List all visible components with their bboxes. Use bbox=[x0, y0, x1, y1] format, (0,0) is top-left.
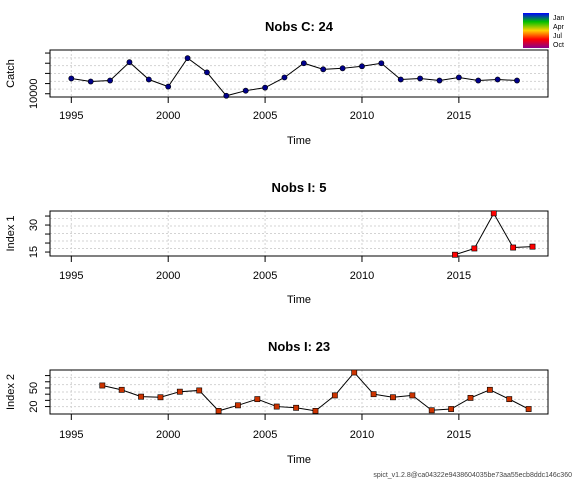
grid-catch bbox=[50, 50, 548, 97]
data-point-index2-6 bbox=[215, 408, 222, 414]
data-point-catch-22 bbox=[494, 76, 501, 83]
panel-catch: Nobs C: 24 1995 2000 2005 2010 2015 10000 Time C… bbox=[5, 19, 549, 147]
data-point-catch-1 bbox=[87, 78, 94, 85]
data-point-index2-12 bbox=[331, 392, 338, 399]
data-point-index1-2 bbox=[490, 210, 497, 217]
data-point-catch-11 bbox=[281, 74, 288, 81]
xtick-label-index2-1: 2000 bbox=[156, 429, 180, 441]
xtick-label-index1-3: 2010 bbox=[350, 270, 374, 282]
data-point-index1-1 bbox=[471, 245, 478, 252]
xtick-label-catch-0: 1995 bbox=[59, 110, 83, 122]
data-point-catch-21 bbox=[475, 77, 482, 84]
xtick-label-catch-4: 2015 bbox=[447, 110, 471, 122]
panel-title-index1: Nobs I: 5 bbox=[272, 180, 327, 195]
data-point-catch-4 bbox=[145, 76, 152, 83]
data-point-index2-15 bbox=[390, 394, 396, 401]
data-point-index2-14 bbox=[370, 391, 377, 398]
data-point-index2-22 bbox=[525, 406, 532, 412]
ylabel-index2: Index 2 bbox=[5, 374, 17, 410]
plot-frame-index2 bbox=[49, 369, 549, 415]
ytick-label-index1-0: 15 bbox=[28, 246, 40, 258]
data-point-catch-19 bbox=[436, 77, 443, 84]
month-legend: Jan Apr Jul Oct bbox=[523, 13, 565, 49]
data-point-index1-0 bbox=[452, 251, 458, 258]
data-point-index2-16 bbox=[409, 392, 416, 399]
data-point-catch-0 bbox=[68, 75, 75, 82]
data-point-catch-9 bbox=[242, 87, 249, 94]
xtick-label-index2-0: 1995 bbox=[59, 429, 83, 441]
data-point-index2-20 bbox=[486, 386, 493, 393]
panel-index2: Nobs I: 23 1995 2000 2005 2010 2015 20 50 Time In… bbox=[5, 339, 549, 466]
data-point-index2-9 bbox=[273, 403, 280, 410]
data-point-index2-2 bbox=[138, 393, 144, 400]
data-point-index2-5 bbox=[196, 387, 203, 394]
data-point-catch-6 bbox=[184, 55, 191, 62]
data-point-index2-18 bbox=[448, 406, 455, 412]
legend-label-oct: Oct bbox=[553, 42, 564, 49]
data-point-index2-8 bbox=[254, 396, 261, 403]
xlabel-catch: Time bbox=[287, 135, 311, 147]
data-point-index2-0 bbox=[99, 382, 106, 389]
series-line-catch bbox=[71, 57, 518, 97]
xtick-label-catch-2: 2005 bbox=[253, 110, 277, 122]
footer-version: spict_v1.2.8@ca04322e9438604035be73aa55e… bbox=[373, 472, 572, 479]
data-point-index1-4 bbox=[529, 243, 536, 250]
data-point-catch-15 bbox=[359, 63, 365, 70]
data-point-index2-4 bbox=[176, 388, 183, 395]
xtick-label-catch-3: 2010 bbox=[350, 110, 374, 122]
xtick-label-index1-0: 1995 bbox=[59, 270, 83, 282]
xtick-label-index1-4: 2015 bbox=[447, 270, 471, 282]
legend-label-jan: Jan bbox=[553, 15, 564, 22]
data-point-catch-3 bbox=[126, 59, 133, 66]
xtick-label-index1-1: 2000 bbox=[156, 270, 180, 282]
ytick-label-index2-1: 50 bbox=[28, 382, 40, 394]
data-point-index2-17 bbox=[428, 407, 435, 414]
data-point-index2-1 bbox=[118, 386, 125, 393]
legend-color-bar bbox=[523, 13, 549, 48]
panel-title-index2: Nobs I: 23 bbox=[268, 339, 330, 354]
data-point-catch-16 bbox=[378, 60, 385, 67]
data-point-catch-2 bbox=[107, 77, 113, 84]
ytick-label-index2-0: 20 bbox=[28, 400, 40, 412]
panel-index1: Nobs I: 5 1995 2000 2005 2010 2015 15 30 Time Ind… bbox=[5, 180, 549, 306]
data-point-index2-11 bbox=[312, 408, 319, 414]
data-point-catch-12 bbox=[300, 60, 307, 67]
xtick-label-index2-3: 2010 bbox=[350, 429, 374, 441]
xtick-label-index1-2: 2005 bbox=[253, 270, 277, 282]
legend-label-jul: Jul bbox=[553, 33, 562, 40]
data-point-index2-19 bbox=[467, 394, 474, 401]
grid-index2 bbox=[50, 370, 548, 414]
data-point-catch-20 bbox=[455, 74, 462, 81]
xtick-label-catch-1: 2000 bbox=[156, 110, 180, 122]
data-point-index2-21 bbox=[506, 396, 513, 403]
grid-index1 bbox=[50, 211, 548, 256]
xtick-label-index2-2: 2005 bbox=[253, 429, 277, 441]
data-point-catch-8 bbox=[223, 92, 230, 99]
legend-label-apr: Apr bbox=[553, 24, 565, 31]
data-point-catch-17 bbox=[397, 76, 404, 83]
ylabel-catch: Catch bbox=[5, 59, 17, 88]
ytick-label-index1-1: 30 bbox=[28, 219, 40, 231]
data-point-catch-23 bbox=[514, 77, 520, 84]
data-point-catch-5 bbox=[165, 83, 172, 90]
data-point-index2-10 bbox=[293, 404, 299, 411]
ytick-label-catch-0: 10000 bbox=[28, 78, 40, 109]
xtick-label-index2-4: 2015 bbox=[447, 429, 471, 441]
data-point-index2-7 bbox=[235, 402, 241, 409]
data-point-catch-10 bbox=[262, 84, 268, 91]
data-point-index2-13 bbox=[351, 369, 358, 376]
xlabel-index2: Time bbox=[287, 454, 311, 466]
xlabel-index1: Time bbox=[287, 294, 311, 306]
data-point-catch-13 bbox=[320, 66, 327, 73]
data-point-catch-14 bbox=[339, 65, 346, 72]
data-point-index1-3 bbox=[510, 244, 517, 251]
data-point-catch-7 bbox=[204, 69, 210, 76]
data-point-index2-3 bbox=[157, 394, 164, 401]
data-point-catch-18 bbox=[417, 75, 424, 82]
ylabel-index1: Index 1 bbox=[5, 215, 17, 251]
plot-frame-index1 bbox=[49, 210, 549, 257]
panel-title-catch: Nobs C: 24 bbox=[265, 19, 334, 34]
